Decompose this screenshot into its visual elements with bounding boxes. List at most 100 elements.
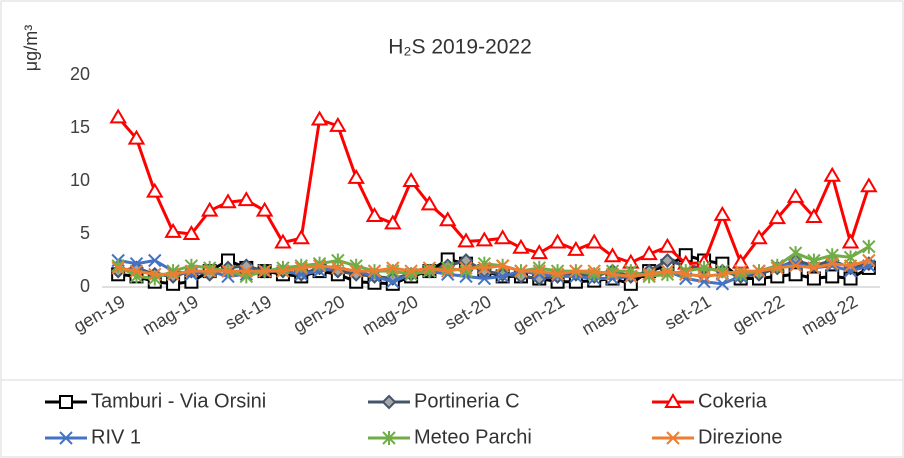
marker [587,264,601,278]
marker [457,232,475,248]
marker-shape [129,264,144,278]
marker [386,274,400,289]
marker-shape [567,240,585,256]
marker [770,261,785,275]
marker [477,271,492,286]
marker [129,264,144,278]
marker [807,261,821,275]
marker-shape [805,208,823,224]
marker-shape [404,264,418,278]
marker [585,233,603,249]
marker [825,269,840,284]
marker-shape [697,274,711,289]
marker [550,267,565,281]
marker-shape [715,267,730,281]
marker-shape [569,264,583,278]
marker [367,264,382,278]
marker [276,264,290,278]
marker [788,246,803,261]
marker [805,208,823,224]
marker-shape [59,431,73,445]
marker [438,211,457,227]
marker-shape [365,206,384,222]
marker [239,264,254,278]
marker [495,259,510,273]
marker-shape [402,172,420,187]
marker-shape [182,225,201,240]
y-tick-label: 15 [70,117,90,137]
marker-shape [148,253,162,268]
marker-shape [111,261,125,275]
marker [660,264,675,278]
marker-shape [438,211,457,227]
marker [531,271,547,286]
marker-shape [459,261,473,275]
marker-shape [381,394,397,410]
marker [697,269,711,284]
marker [294,261,308,275]
legend-label: Meteo Parchi [414,426,532,448]
marker-shape [148,267,162,281]
marker [257,264,272,278]
legend-label: Tamburi - Via Orsini [91,390,266,412]
marker [750,229,768,245]
marker-shape [770,261,785,275]
marker [603,247,622,263]
marker [386,261,400,275]
marker-shape [660,253,675,268]
marker [109,108,127,124]
marker [624,269,638,284]
marker [164,222,182,238]
marker [237,191,256,207]
marker [786,187,805,203]
marker-shape [420,195,439,211]
marker-shape [823,166,841,182]
marker [384,214,402,230]
marker [404,264,418,278]
marker-shape [475,231,494,247]
marker-shape [806,271,821,286]
marker-shape [457,232,475,248]
marker-shape [146,182,164,198]
marker-shape [166,267,180,281]
marker [862,253,876,268]
marker [148,267,162,281]
marker-shape [294,261,308,275]
marker-shape [386,274,400,289]
marker-shape [768,209,787,225]
marker-shape [825,256,839,271]
y-tick-label: 10 [70,170,90,190]
marker-shape [862,253,876,268]
legend-label: Direzione [698,426,782,448]
marker-shape [349,264,363,278]
marker-shape [713,205,732,221]
marker-shape [514,264,528,278]
marker-shape [312,259,327,273]
marker [548,233,567,249]
marker [512,238,530,254]
marker [658,237,677,253]
marker [715,277,730,291]
marker-shape [477,261,492,275]
marker [860,177,878,193]
marker-shape [292,229,310,245]
marker-shape [733,264,748,278]
series-line [117,259,870,278]
marker [666,431,680,445]
marker [843,259,858,273]
marker-shape [843,259,858,273]
marker [642,267,656,281]
marker-shape [59,395,73,409]
marker-shape [548,233,567,249]
marker [420,195,439,211]
marker [146,182,164,198]
marker [530,244,549,260]
marker-shape [532,264,546,278]
marker-shape [347,168,365,184]
y-tick-label: 20 [70,64,90,84]
marker-shape [603,247,622,263]
y-tick-label: 5 [80,223,90,243]
marker [514,264,528,278]
marker [202,264,217,278]
marker-shape [274,233,292,249]
